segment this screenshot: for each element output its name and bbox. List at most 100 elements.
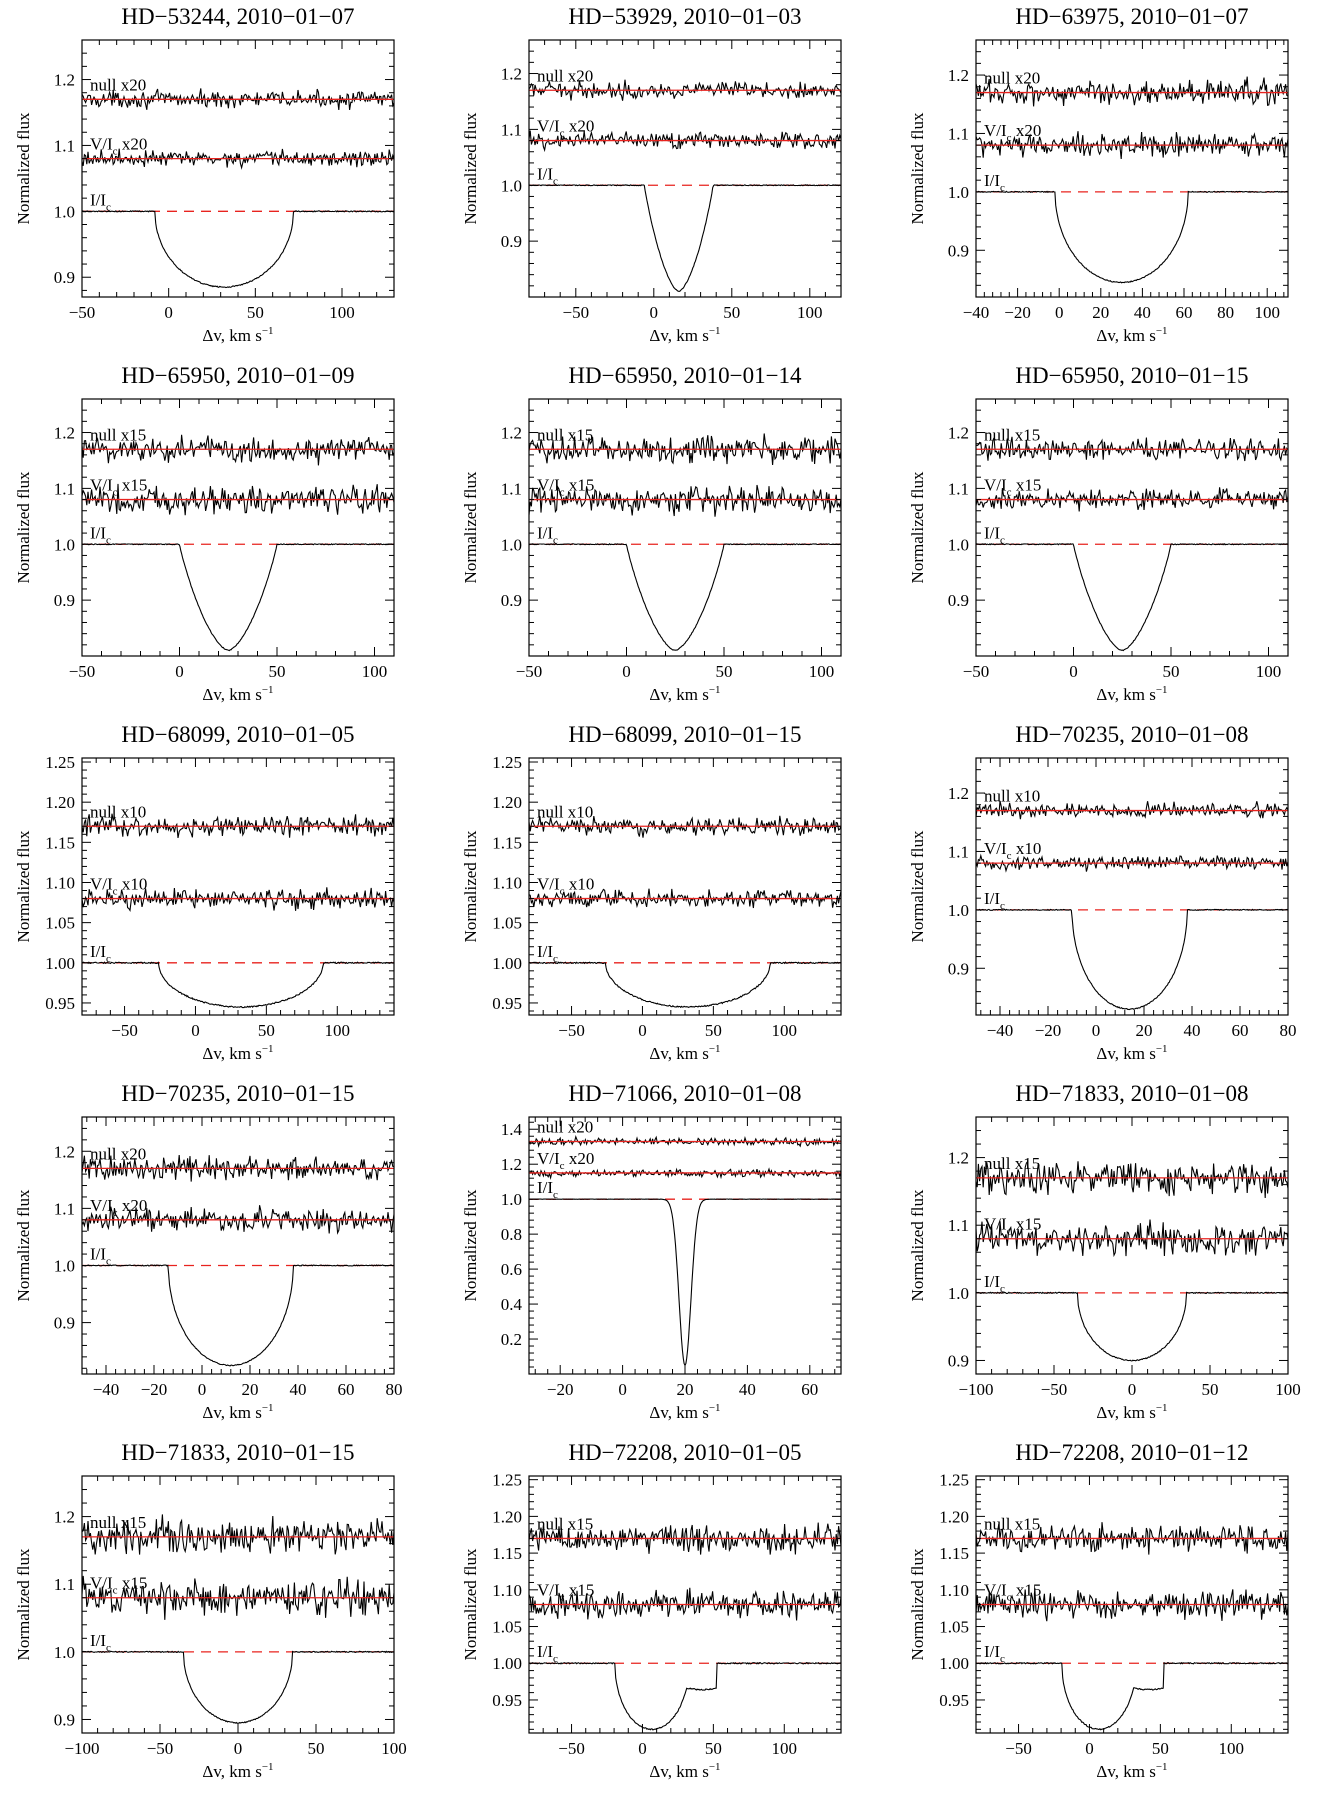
stokes-v-series-label: V/Ic x20 <box>537 1149 594 1172</box>
intensity-series-label: I/Ic <box>90 942 111 965</box>
x-axis-label: Δv, km s−1 <box>649 1043 720 1063</box>
y-axis-label: Normalized flux <box>908 112 927 224</box>
intensity-profile <box>529 1198 841 1367</box>
y-tick-label: 1.0 <box>54 1256 75 1275</box>
null-profile <box>976 436 1288 462</box>
x-tick-label: 50 <box>308 1739 325 1758</box>
intensity-series-label: I/Ic <box>537 164 558 187</box>
chart-panel: HD−72208, 2010−01−12 Normalized flux Δv, k… <box>908 1440 1289 1781</box>
chart-title: HD−72208, 2010−01−12 <box>1015 1440 1248 1465</box>
x-tick-label: 0 <box>164 303 173 322</box>
y-tick-label: 0.9 <box>948 591 969 610</box>
x-tick-label: −50 <box>147 1739 174 1758</box>
x-tick-label: 80 <box>1217 303 1234 322</box>
x-tick-label: −50 <box>963 662 990 681</box>
x-tick-label: 20 <box>1092 303 1109 322</box>
chart-title: HD−71833, 2010−01−15 <box>121 1440 354 1465</box>
x-tick-label: 0 <box>618 1380 627 1399</box>
chart-panel: HD−63975, 2010−01−07 Normalized flux Δv, k… <box>908 4 1289 345</box>
stokes-v-series-label: V/Ic x10 <box>90 875 147 898</box>
stokes-v-series-label: V/Ic x15 <box>984 1581 1041 1604</box>
stokes-v-series-label: V/Ic x20 <box>90 135 147 158</box>
stokes-v-profile <box>976 853 1288 873</box>
x-tick-label: 100 <box>381 1739 407 1758</box>
y-tick-label: 0.6 <box>501 1260 522 1279</box>
y-tick-label: 1.05 <box>492 1618 522 1637</box>
x-tick-label: 20 <box>242 1380 259 1399</box>
plot-area <box>529 1135 841 1367</box>
y-tick-label: 0.8 <box>501 1225 522 1244</box>
null-profile <box>976 1160 1288 1199</box>
x-tick-label: 100 <box>1256 662 1282 681</box>
y-tick-label: 0.95 <box>492 994 522 1013</box>
x-tick-label: 60 <box>1232 1021 1249 1040</box>
y-tick-label: 1.2 <box>948 424 969 443</box>
x-tick-label: 100 <box>1219 1739 1245 1758</box>
intensity-profile <box>529 184 841 292</box>
intensity-profile <box>82 1650 394 1725</box>
x-tick-label: −50 <box>558 1739 585 1758</box>
intensity-series-label: I/Ic <box>90 190 111 213</box>
stokes-v-series-label: V/Ic x15 <box>90 476 147 499</box>
y-tick-label: 1.1 <box>54 136 75 155</box>
intensity-series-label: I/Ic <box>537 1642 558 1665</box>
y-tick-label: 1.0 <box>501 176 522 195</box>
y-tick-label: 1.2 <box>501 65 522 84</box>
x-axis-label: Δv, km s−1 <box>1096 684 1167 704</box>
x-axis-label: Δv, km s−1 <box>202 1761 273 1781</box>
x-tick-label: 50 <box>723 303 740 322</box>
stokes-v-series-label: V/Ic x10 <box>537 875 594 898</box>
intensity-series-label: I/Ic <box>984 889 1005 912</box>
y-axis-label: Normalized flux <box>908 471 927 583</box>
y-axis-label: Normalized flux <box>908 1548 927 1660</box>
x-axis-label: Δv, km s−1 <box>649 325 720 345</box>
null-series-label: null x15 <box>537 425 593 444</box>
y-axis-label: Normalized flux <box>14 1548 33 1660</box>
chart-panel: HD−70235, 2010−01−08 Normalized flux Δv, k… <box>908 722 1297 1063</box>
intensity-series-label: I/Ic <box>984 171 1005 194</box>
x-tick-label: 100 <box>325 1021 351 1040</box>
stokes-v-series-label: V/Ic x20 <box>537 117 594 140</box>
x-tick-label: 50 <box>705 1739 722 1758</box>
y-tick-label: 1.20 <box>939 1507 969 1526</box>
x-tick-label: 0 <box>622 662 631 681</box>
y-tick-label: 0.9 <box>54 1710 75 1729</box>
chart-title: HD−65950, 2010−01−14 <box>568 363 802 388</box>
plot-area <box>976 800 1288 1011</box>
plot-area <box>529 815 841 1009</box>
intensity-profile <box>529 543 841 651</box>
x-tick-label: 0 <box>638 1739 647 1758</box>
null-series-label: null x15 <box>90 1513 146 1532</box>
x-tick-label: 50 <box>258 1021 275 1040</box>
plot-area <box>82 88 394 289</box>
null-profile <box>529 1522 841 1555</box>
null-series-label: null x20 <box>984 69 1040 88</box>
x-tick-label: 40 <box>1134 303 1151 322</box>
x-tick-label: 100 <box>809 662 835 681</box>
y-tick-label: 1.10 <box>939 1581 969 1600</box>
intensity-profile <box>82 1264 394 1367</box>
y-tick-label: 0.9 <box>948 1351 969 1370</box>
y-tick-label: 1.2 <box>501 1155 522 1174</box>
stokes-v-profile <box>529 888 841 909</box>
stokes-v-series-label: V/Ic x15 <box>537 1581 594 1604</box>
x-axis-label: Δv, km s−1 <box>1096 325 1167 345</box>
stokes-v-profile <box>529 130 841 153</box>
x-tick-label: 0 <box>1069 662 1078 681</box>
y-tick-label: 0.4 <box>501 1295 523 1314</box>
plot-area <box>82 1155 394 1367</box>
x-tick-label: 50 <box>1163 662 1180 681</box>
y-axis-label: Normalized flux <box>461 1548 480 1660</box>
x-tick-label: 0 <box>198 1380 207 1399</box>
stokes-v-series-label: V/Ic x15 <box>984 1215 1041 1238</box>
null-profile <box>82 1514 394 1555</box>
plot-area <box>82 1514 394 1725</box>
chart-title: HD−68099, 2010−01−05 <box>121 722 354 747</box>
stokes-v-profile <box>82 483 394 516</box>
null-series-label: null x15 <box>984 1154 1040 1173</box>
null-series-label: null x20 <box>90 75 146 94</box>
x-tick-label: 100 <box>1254 303 1280 322</box>
y-tick-label: 0.9 <box>948 959 969 978</box>
null-profile <box>529 815 841 838</box>
